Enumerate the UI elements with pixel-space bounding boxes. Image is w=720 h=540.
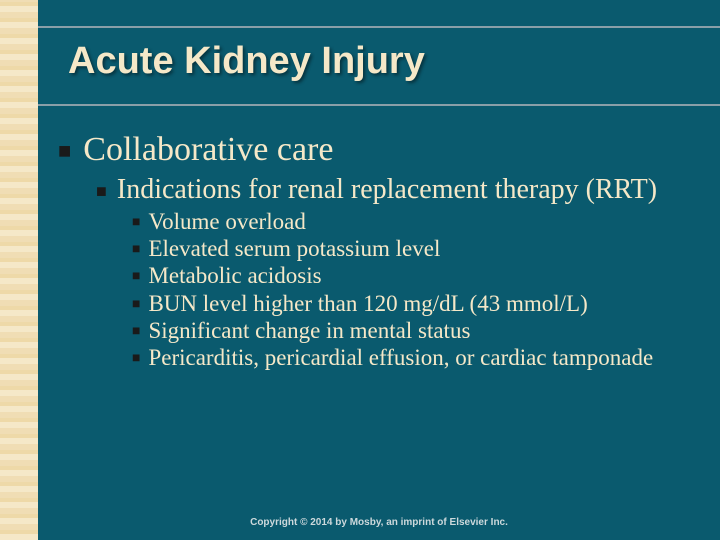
- square-bullet-icon: ■: [96, 181, 107, 202]
- level3-text: Volume overload: [148, 208, 305, 235]
- square-bullet-icon: ■: [132, 269, 140, 285]
- level3-text: Metabolic acidosis: [148, 262, 321, 289]
- content-area: ■ Collaborative care ■ Indications for r…: [38, 112, 720, 371]
- level3-text: Pericarditis, pericardial effusion, or c…: [148, 344, 653, 371]
- title-rule-bottom: [38, 104, 720, 106]
- bullet-level3: ■ BUN level higher than 120 mg/dL (43 mm…: [132, 290, 696, 317]
- bullet-level1: ■ Collaborative care: [58, 130, 696, 169]
- level2-text: Indications for renal replacement therap…: [117, 173, 657, 206]
- bullet-level2: ■ Indications for renal replacement ther…: [96, 173, 696, 206]
- square-bullet-icon: ■: [132, 324, 140, 340]
- bullet-level3: ■ Elevated serum potassium level: [132, 235, 696, 262]
- bullet-level3: ■ Metabolic acidosis: [132, 262, 696, 289]
- copyright-footer: Copyright © 2014 by Mosby, an imprint of…: [38, 517, 720, 528]
- title-rule-top: [38, 26, 720, 28]
- slide-title: Acute Kidney Injury: [68, 40, 425, 83]
- level3-text: BUN level higher than 120 mg/dL (43 mmol…: [148, 290, 587, 317]
- level3-text: Elevated serum potassium level: [148, 235, 440, 262]
- level3-text: Significant change in mental status: [148, 317, 470, 344]
- bullet-level3: ■ Volume overload: [132, 208, 696, 235]
- square-bullet-icon: ■: [132, 351, 140, 367]
- square-bullet-icon: ■: [132, 297, 140, 313]
- decorative-sidebar: [0, 0, 38, 540]
- square-bullet-icon: ■: [132, 242, 140, 258]
- title-region: Acute Kidney Injury: [38, 0, 720, 112]
- square-bullet-icon: ■: [132, 215, 140, 231]
- level1-text: Collaborative care: [83, 130, 333, 169]
- bullet-level3: ■ Pericarditis, pericardial effusion, or…: [132, 344, 696, 371]
- bullet-level3: ■ Significant change in mental status: [132, 317, 696, 344]
- square-bullet-icon: ■: [58, 138, 71, 164]
- slide-body: Acute Kidney Injury ■ Collaborative care…: [38, 0, 720, 540]
